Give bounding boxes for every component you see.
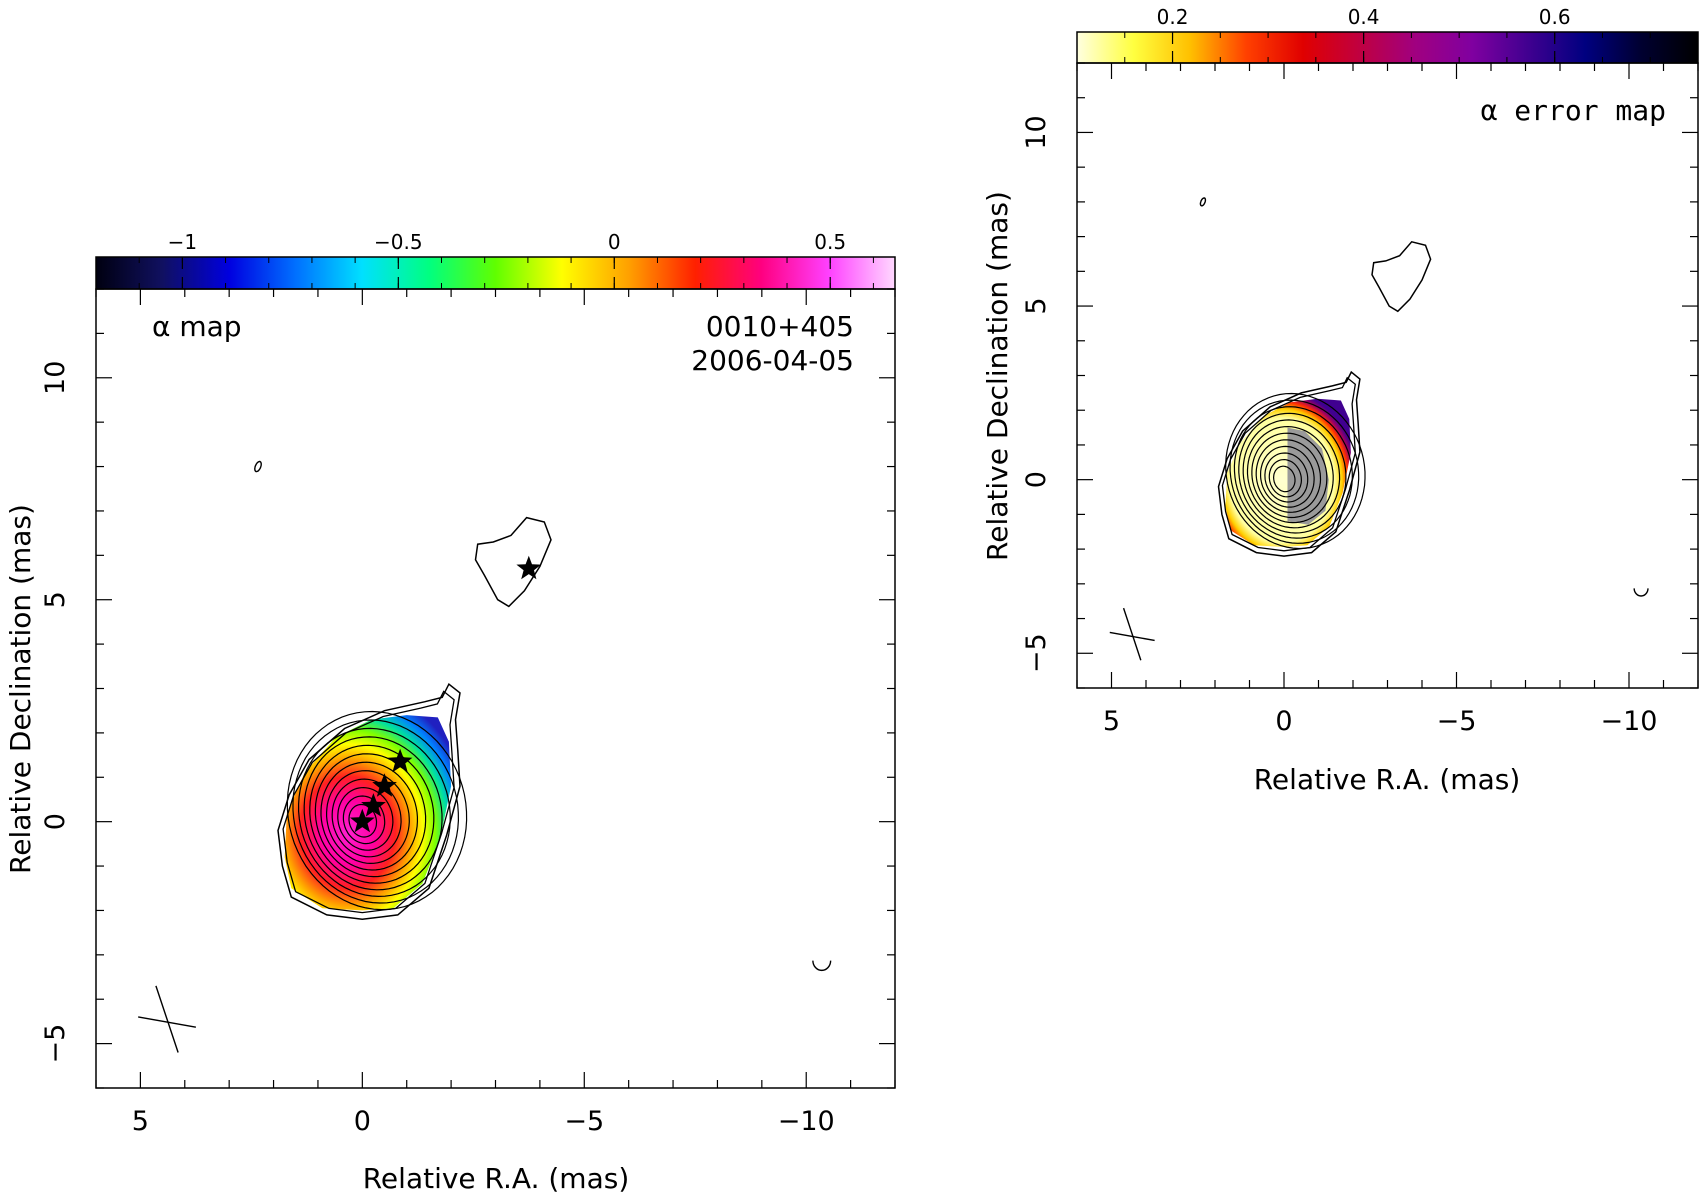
x-tick-label: −10: [778, 1106, 835, 1137]
colorbar-tick-label: −1: [168, 230, 197, 254]
source-name: 0010+405: [706, 310, 854, 343]
x-tick-label: −10: [1601, 706, 1658, 737]
axis-ticks-2: 5 0 −5 −10 −5 0 5 10: [1021, 62, 1699, 737]
contour-line: [331, 778, 402, 858]
alpha-error-panel: 0.2 0.4 0.6 5 0 −5 −10 −5 0 5 10 α error map Rela…: [981, 5, 1699, 796]
component-star: [516, 555, 542, 580]
contour-line: [298, 727, 451, 898]
contour-line: [1242, 419, 1341, 529]
colorbar-2-ticks: 0.2 0.4 0.6: [1076, 5, 1699, 63]
colorbar-1-ticks: −1 −0.5 0 0.5: [138, 230, 874, 289]
component-star: [350, 808, 375, 833]
contour-line: [314, 753, 427, 878]
x-tick-label: 0: [1275, 706, 1292, 737]
contour-line: [320, 761, 418, 871]
colorbar-tick-label: 0.6: [1539, 5, 1571, 29]
contour-line: [1268, 458, 1303, 498]
contour-line: [474, 516, 552, 608]
y-tick-label: 10: [40, 361, 71, 395]
x-tick-label: 5: [132, 1106, 149, 1137]
contour-line: [1246, 425, 1334, 524]
colorbar-tick-label: 0.4: [1348, 5, 1380, 29]
contour-line: [277, 682, 461, 921]
contour-line: [254, 460, 262, 473]
y-tick-label: 0: [1021, 471, 1052, 488]
contour-line: [1233, 406, 1353, 539]
contour-line: [1633, 588, 1649, 597]
contour-line: [286, 710, 468, 911]
axis-ticks-1: 5 0 −5 −10 −5 0 5 10: [40, 288, 896, 1137]
contour-line: [812, 960, 832, 972]
x-tick-label: −5: [564, 1106, 604, 1137]
colorbar-tick-label: 0.5: [814, 230, 846, 254]
beam-axis: [138, 1016, 196, 1028]
y-axis-label-1: Relative Declination (mas): [4, 504, 37, 874]
contour-line: [337, 786, 394, 851]
x-axis-label-1: Relative R.A. (mas): [363, 1162, 630, 1195]
component-star: [387, 748, 413, 773]
component-star: [361, 793, 386, 817]
contour-line: [1199, 197, 1207, 207]
beam-axis: [1109, 631, 1155, 642]
contours-2: [1199, 197, 1649, 597]
contour-line: [1217, 370, 1361, 557]
x-tick-label: 0: [354, 1106, 371, 1137]
contour-line: [348, 803, 378, 838]
component-markers: [350, 555, 542, 833]
y-tick-label: 5: [40, 591, 71, 608]
contour-line: [1260, 445, 1315, 508]
x-tick-label: 5: [1103, 706, 1120, 737]
observation-date: 2006-04-05: [691, 344, 854, 377]
x-tick-label: −5: [1437, 706, 1477, 737]
plot-frame-2: [1076, 62, 1699, 689]
colorbar-tick-label: 0.2: [1157, 5, 1189, 29]
contours-1: [254, 460, 832, 972]
colorbar-1: [95, 256, 896, 290]
y-tick-label: 10: [1021, 115, 1052, 149]
colorbar-2: [1076, 31, 1699, 64]
contour-line: [1225, 392, 1366, 550]
contour-line: [292, 719, 460, 904]
y-tick-label: 5: [1021, 297, 1052, 314]
contour-line: [1238, 412, 1347, 534]
colorbar-tick-label: −0.5: [374, 230, 423, 254]
panel-2-title: α error map: [1481, 94, 1666, 127]
contour-line: [1255, 439, 1322, 513]
contour-line: [303, 736, 443, 891]
contour-line: [1264, 452, 1309, 503]
y-tick-label: −5: [40, 1024, 71, 1064]
y-tick-label: 0: [40, 813, 71, 830]
contour-line: [1229, 399, 1360, 544]
contour-line: [342, 795, 386, 845]
contour-line: [309, 744, 435, 884]
beam-axis: [155, 985, 179, 1053]
y-tick-label: −5: [1021, 633, 1052, 673]
colorbar-tick-label: 0: [608, 230, 621, 254]
contour-line: [282, 690, 455, 914]
contour-line: [1371, 240, 1432, 313]
component-star: [372, 773, 397, 797]
contour-line: [1272, 465, 1296, 493]
y-axis-label-2: Relative Declination (mas): [981, 191, 1014, 561]
panel-1-title: α map: [152, 310, 242, 343]
x-axis-label-2: Relative R.A. (mas): [1254, 763, 1521, 796]
contour-line: [1221, 376, 1357, 552]
beam-axis: [1122, 607, 1142, 661]
plot-frame-1: [95, 288, 896, 1089]
contour-line: [326, 770, 410, 865]
contour-line: [1251, 432, 1328, 519]
beam-2: [1109, 607, 1155, 661]
beam-1: [138, 985, 196, 1053]
